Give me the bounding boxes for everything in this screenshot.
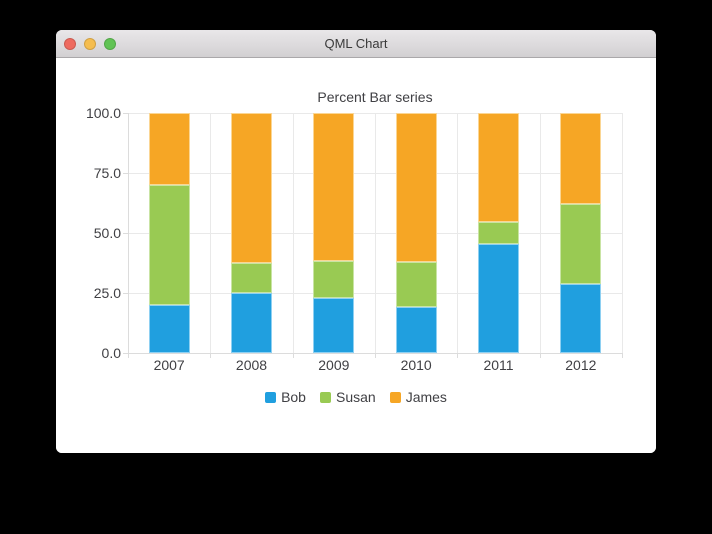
legend-item-james: James xyxy=(389,389,447,405)
bar-segment-james-2007 xyxy=(148,113,190,185)
legend-marker-james xyxy=(389,391,401,403)
y-axis-tick xyxy=(123,113,128,114)
x-axis-tick xyxy=(128,353,129,358)
x-axis-tick xyxy=(292,353,294,358)
legend-marker-susan xyxy=(319,391,331,403)
zoom-button[interactable] xyxy=(104,38,116,50)
bar-segment-susan-2008 xyxy=(231,263,272,293)
y-axis-tick xyxy=(123,293,128,294)
y-axis-label: 25.0 xyxy=(93,285,121,301)
y-axis-tick xyxy=(123,173,128,174)
y-axis-label: 50.0 xyxy=(93,225,121,241)
y-axis-label: 100.0 xyxy=(85,105,121,121)
legend-item-susan: Susan xyxy=(319,389,376,405)
x-axis-tick xyxy=(457,353,459,358)
x-axis-tick xyxy=(375,353,376,358)
x-axis-tick xyxy=(210,353,212,358)
y-axis-tick xyxy=(123,353,128,354)
chart-title: Percent Bar series xyxy=(317,89,433,105)
legend-marker-bob xyxy=(265,391,277,403)
gridline-vertical xyxy=(128,113,129,353)
x-axis-label: 2007 xyxy=(153,357,185,373)
titlebar[interactable]: QML Chart xyxy=(56,30,656,58)
y-axis-tick xyxy=(123,233,128,234)
legend-label: James xyxy=(405,389,447,405)
x-axis-tick xyxy=(622,353,623,358)
gridline-vertical xyxy=(292,113,294,353)
x-axis-label: 2009 xyxy=(318,357,350,373)
app-window: QML Chart Percent Bar series Bob Susan Jam… xyxy=(56,30,656,453)
bar-segment-james-2011 xyxy=(478,113,519,223)
legend-label: Susan xyxy=(335,389,376,405)
bar-segment-bob-2011 xyxy=(478,243,519,353)
bar-segment-bob-2009 xyxy=(313,297,355,353)
x-axis-label: 2011 xyxy=(483,357,514,373)
legend: Bob Susan James xyxy=(56,389,656,405)
bar-segment-james-2012 xyxy=(560,113,602,205)
x-axis-tick xyxy=(539,353,541,358)
bar-segment-susan-2007 xyxy=(148,185,190,305)
gridline-vertical xyxy=(457,113,459,353)
bar-segment-james-2008 xyxy=(231,113,272,263)
gridline-vertical xyxy=(210,113,212,353)
bar-segment-susan-2009 xyxy=(313,260,355,298)
x-axis-label: 2008 xyxy=(235,357,268,373)
x-axis-label: 2010 xyxy=(400,357,432,373)
window-title: QML Chart xyxy=(324,36,388,51)
gridline-vertical xyxy=(375,113,376,353)
bar-segment-james-2010 xyxy=(395,113,437,262)
x-axis-label: 2012 xyxy=(565,357,597,373)
gridline-vertical xyxy=(622,113,623,353)
legend-label: Bob xyxy=(281,389,306,405)
bar-segment-susan-2012 xyxy=(560,204,602,285)
window-controls xyxy=(64,30,116,58)
bar-segment-susan-2010 xyxy=(395,261,437,308)
chart-view: Percent Bar series Bob Susan James 100.0 75… xyxy=(56,58,656,453)
bar-segment-bob-2012 xyxy=(560,284,602,353)
close-button[interactable] xyxy=(64,38,76,50)
legend-item-bob: Bob xyxy=(265,389,306,405)
bar-segment-james-2009 xyxy=(313,113,355,261)
bar-segment-bob-2007 xyxy=(148,305,190,353)
bar-segment-bob-2008 xyxy=(231,293,272,353)
minimize-button[interactable] xyxy=(84,38,96,50)
gridline-vertical xyxy=(539,113,541,353)
bar-segment-bob-2010 xyxy=(395,307,437,353)
y-axis-label: 75.0 xyxy=(93,165,121,181)
y-axis-label: 0.0 xyxy=(101,345,121,361)
bar-segment-susan-2011 xyxy=(478,222,519,244)
